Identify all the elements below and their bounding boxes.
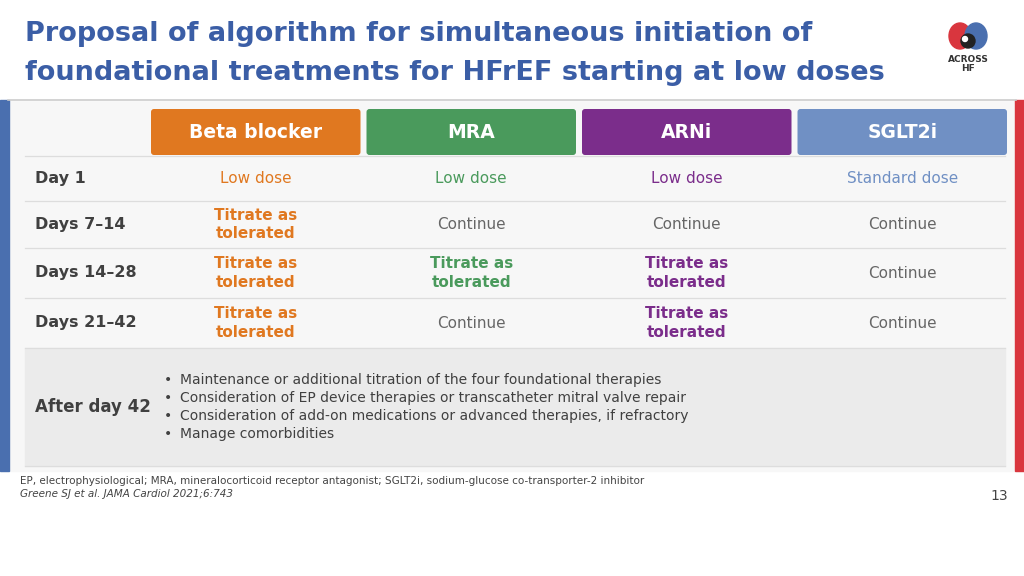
Text: ARNi: ARNi: [662, 123, 713, 142]
Text: Days 14–28: Days 14–28: [35, 266, 136, 281]
Text: Continue: Continue: [868, 217, 937, 232]
Text: Days 7–14: Days 7–14: [35, 217, 126, 232]
Text: foundational treatments for HFrEF starting at low doses: foundational treatments for HFrEF starti…: [25, 60, 885, 86]
Bar: [25, 348, 1005, 466]
Text: Continue: Continue: [652, 217, 721, 232]
Text: Low dose: Low dose: [435, 171, 507, 186]
Text: 13: 13: [990, 489, 1008, 503]
FancyBboxPatch shape: [582, 109, 792, 155]
Text: Greene SJ et al. JAMA Cardiol 2021;6:743: Greene SJ et al. JAMA Cardiol 2021;6:743: [20, 489, 233, 499]
Text: Titrate as
tolerated: Titrate as tolerated: [645, 306, 728, 340]
Text: SGLT2i: SGLT2i: [867, 123, 937, 142]
Bar: [0, 0, 1024, 100]
Text: EP, electrophysiological; MRA, mineralocorticoid receptor antagonist; SGLT2i, so: EP, electrophysiological; MRA, mineraloc…: [20, 476, 644, 486]
Text: Titrate as
tolerated: Titrate as tolerated: [214, 306, 297, 340]
Text: Days 21–42: Days 21–42: [35, 316, 136, 331]
Ellipse shape: [961, 34, 975, 48]
Text: •: •: [164, 391, 172, 405]
Text: Low dose: Low dose: [651, 171, 723, 186]
Text: Manage comorbidities: Manage comorbidities: [180, 427, 334, 441]
Bar: [1015, 100, 1024, 471]
Text: Continue: Continue: [437, 316, 506, 331]
Text: •: •: [164, 373, 172, 387]
Text: Titrate as
tolerated: Titrate as tolerated: [645, 256, 728, 290]
Text: Beta blocker: Beta blocker: [189, 123, 323, 142]
FancyBboxPatch shape: [367, 109, 575, 155]
Text: Titrate as
tolerated: Titrate as tolerated: [214, 208, 297, 241]
Text: Titrate as
tolerated: Titrate as tolerated: [214, 256, 297, 290]
Bar: [0, 100, 9, 471]
Bar: [0, 100, 1024, 471]
FancyBboxPatch shape: [151, 109, 360, 155]
Text: Standard dose: Standard dose: [847, 171, 957, 186]
Text: Continue: Continue: [437, 217, 506, 232]
Text: •: •: [164, 427, 172, 441]
Text: Continue: Continue: [868, 316, 937, 331]
Text: Continue: Continue: [868, 266, 937, 281]
Text: Low dose: Low dose: [220, 171, 292, 186]
Text: HF: HF: [962, 64, 975, 73]
Text: Titrate as
tolerated: Titrate as tolerated: [430, 256, 513, 290]
Text: Consideration of EP device therapies or transcatheter mitral valve repair: Consideration of EP device therapies or …: [180, 391, 686, 405]
FancyBboxPatch shape: [798, 109, 1007, 155]
Text: Consideration of add-on medications or advanced therapies, if refractory: Consideration of add-on medications or a…: [180, 409, 688, 423]
Ellipse shape: [949, 23, 971, 49]
Text: •: •: [164, 409, 172, 423]
Text: ACROSS: ACROSS: [947, 55, 988, 64]
Text: MRA: MRA: [447, 123, 496, 142]
Ellipse shape: [963, 36, 968, 41]
Ellipse shape: [965, 23, 987, 49]
Text: Maintenance or additional titration of the four foundational therapies: Maintenance or additional titration of t…: [180, 373, 662, 387]
Text: Proposal of algorithm for simultaneous initiation of: Proposal of algorithm for simultaneous i…: [25, 21, 812, 47]
Text: After day 42: After day 42: [35, 398, 151, 416]
Text: Day 1: Day 1: [35, 171, 86, 186]
